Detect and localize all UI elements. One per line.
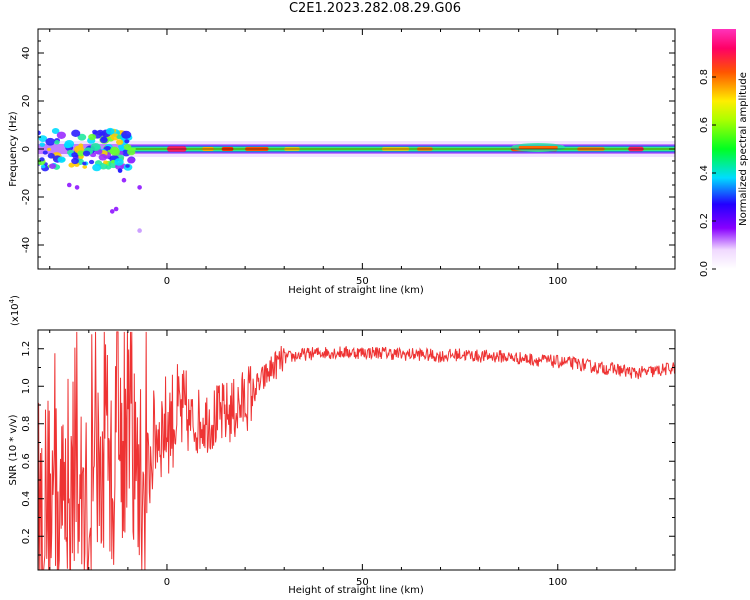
spectral-blob <box>82 150 91 157</box>
x-tick-label: 50 <box>356 577 369 588</box>
snr-series-line <box>38 331 675 570</box>
spectral-blob <box>125 164 130 168</box>
spectral-blob <box>114 158 124 166</box>
spectral-blob <box>40 164 46 169</box>
spectral-blob <box>57 156 66 163</box>
y-tick-label: 40 <box>21 47 32 60</box>
spectral-blob <box>110 133 120 141</box>
x-tick-label: 0 <box>164 276 170 287</box>
colorbar-tick-label: 0.8 <box>699 69 710 85</box>
spectral-blob <box>118 144 125 150</box>
colorbar-tick-label: 0.6 <box>699 117 710 133</box>
colorbar-ticks: 0.0 0.2 0.4 0.6 0.8 <box>699 69 716 277</box>
y-tick-label: 0.8 <box>21 416 32 432</box>
spectral-blob <box>56 131 66 139</box>
spectral-blob <box>82 165 88 169</box>
spectrogram-x-ticks: 0 50 100 <box>49 29 676 287</box>
spectral-blob <box>103 160 108 165</box>
snr-y-multiplier-exponent: 4 <box>8 298 16 303</box>
snr-x-axis-label: Height of straight line (km) <box>288 585 424 596</box>
spectral-blob <box>39 142 45 147</box>
spectral-blob <box>47 152 55 159</box>
spectrogram-y-axis-label: Frequency (Hz) <box>8 111 19 187</box>
y-tick-label: 0.2 <box>21 528 32 544</box>
snr-frame <box>37 329 676 571</box>
spectral-outlier <box>137 228 142 233</box>
spectral-blob <box>71 152 78 158</box>
spectral-blob <box>45 137 56 146</box>
x-tick-label: 100 <box>548 577 567 588</box>
colorbar-label: Normalized spectral amplitude <box>738 72 749 226</box>
spectral-blob <box>82 161 87 166</box>
spectral-blob <box>88 133 97 141</box>
spectral-blob <box>116 139 124 146</box>
spectral-blob <box>124 139 130 144</box>
y-tick-label: 0.4 <box>21 491 32 507</box>
colorbar-tick-label: 0.0 <box>699 261 710 277</box>
snr-y-multiplier: (x104) <box>8 295 21 326</box>
colorbar-gradient <box>712 29 736 269</box>
spectral-blob <box>64 140 75 148</box>
snr-y-multiplier-base: (x10 <box>10 303 21 326</box>
snr-y-multiplier-close: ) <box>10 295 21 299</box>
x-tick-label: 0 <box>164 577 170 588</box>
y-tick-label: 1.0 <box>21 378 32 394</box>
spectral-blob <box>48 163 57 169</box>
spectral-blob <box>77 133 87 141</box>
spectral-blob <box>116 134 122 140</box>
x-tick-label: 100 <box>548 276 567 287</box>
spectral-blob <box>54 140 60 145</box>
spectral-blob <box>109 146 120 154</box>
spectral-blob <box>38 130 41 136</box>
colorbar-tick-label: 0.2 <box>699 213 710 229</box>
spectral-outlier <box>66 182 72 188</box>
snr-y-axis-label: SNR (10 * v/v) <box>8 414 19 485</box>
y-tick-label: 0 <box>21 146 32 152</box>
spectral-blob <box>71 157 79 165</box>
band-bulge-hot <box>518 146 558 149</box>
y-tick-label: -40 <box>21 237 32 253</box>
spectrogram-y-ticks: -40 -20 0 20 40 <box>21 28 675 270</box>
colorbar: 0.0 0.2 0.4 0.6 0.8 Normalized spectral ampl… <box>699 29 749 277</box>
spectral-blob <box>92 163 102 172</box>
spectral-outlier <box>117 168 123 173</box>
y-tick-label: -20 <box>21 189 32 205</box>
spectral-outlier <box>121 177 127 183</box>
spectral-outlier <box>113 206 119 212</box>
spectral-blob <box>123 144 132 151</box>
spectral-blob <box>101 136 107 141</box>
y-tick-label: 20 <box>21 95 32 108</box>
spectral-blob <box>127 148 136 156</box>
spectral-blob <box>127 157 136 164</box>
spectral-blob <box>106 127 115 135</box>
spectral-blob <box>98 153 108 161</box>
snr-panel: 0 50 100 0.2 0.4 0.6 0.8 1.0 1.2 Height of stra… <box>8 295 676 596</box>
spectral-blob <box>92 129 98 134</box>
spectral-blob <box>71 129 81 137</box>
spectrogram-heatmap <box>38 127 675 233</box>
spectral-blob <box>51 127 60 135</box>
spectral-blob <box>47 147 52 152</box>
spectral-blob <box>90 143 101 152</box>
spectral-blob <box>39 157 45 162</box>
spectral-blob <box>68 162 75 168</box>
x-tick-label: 50 <box>356 276 369 287</box>
spectrogram-x-axis-label: Height of straight line (km) <box>288 285 424 296</box>
spectrogram-panel: 0 50 100 -40 -20 0 20 40 Height of straight li… <box>8 28 676 296</box>
spectral-blob <box>121 130 132 139</box>
snr-x-ticks: 0 50 100 <box>49 330 676 588</box>
spectral-outlier <box>74 185 80 190</box>
spectral-outlier <box>109 209 115 214</box>
spectral-blob <box>88 159 95 165</box>
spectral-outlier <box>137 185 142 190</box>
spectral-blob <box>77 150 85 157</box>
y-tick-label: 1.2 <box>21 341 32 357</box>
spectral-blob <box>42 150 48 155</box>
y-tick-label: 0.6 <box>21 453 32 469</box>
colorbar-tick-label: 0.4 <box>699 165 710 181</box>
snr-y-ticks: 0.2 0.4 0.6 0.8 1.0 1.2 <box>21 329 675 556</box>
figure-title: C2E1.2023.282.08.29.G06 <box>288 1 462 16</box>
